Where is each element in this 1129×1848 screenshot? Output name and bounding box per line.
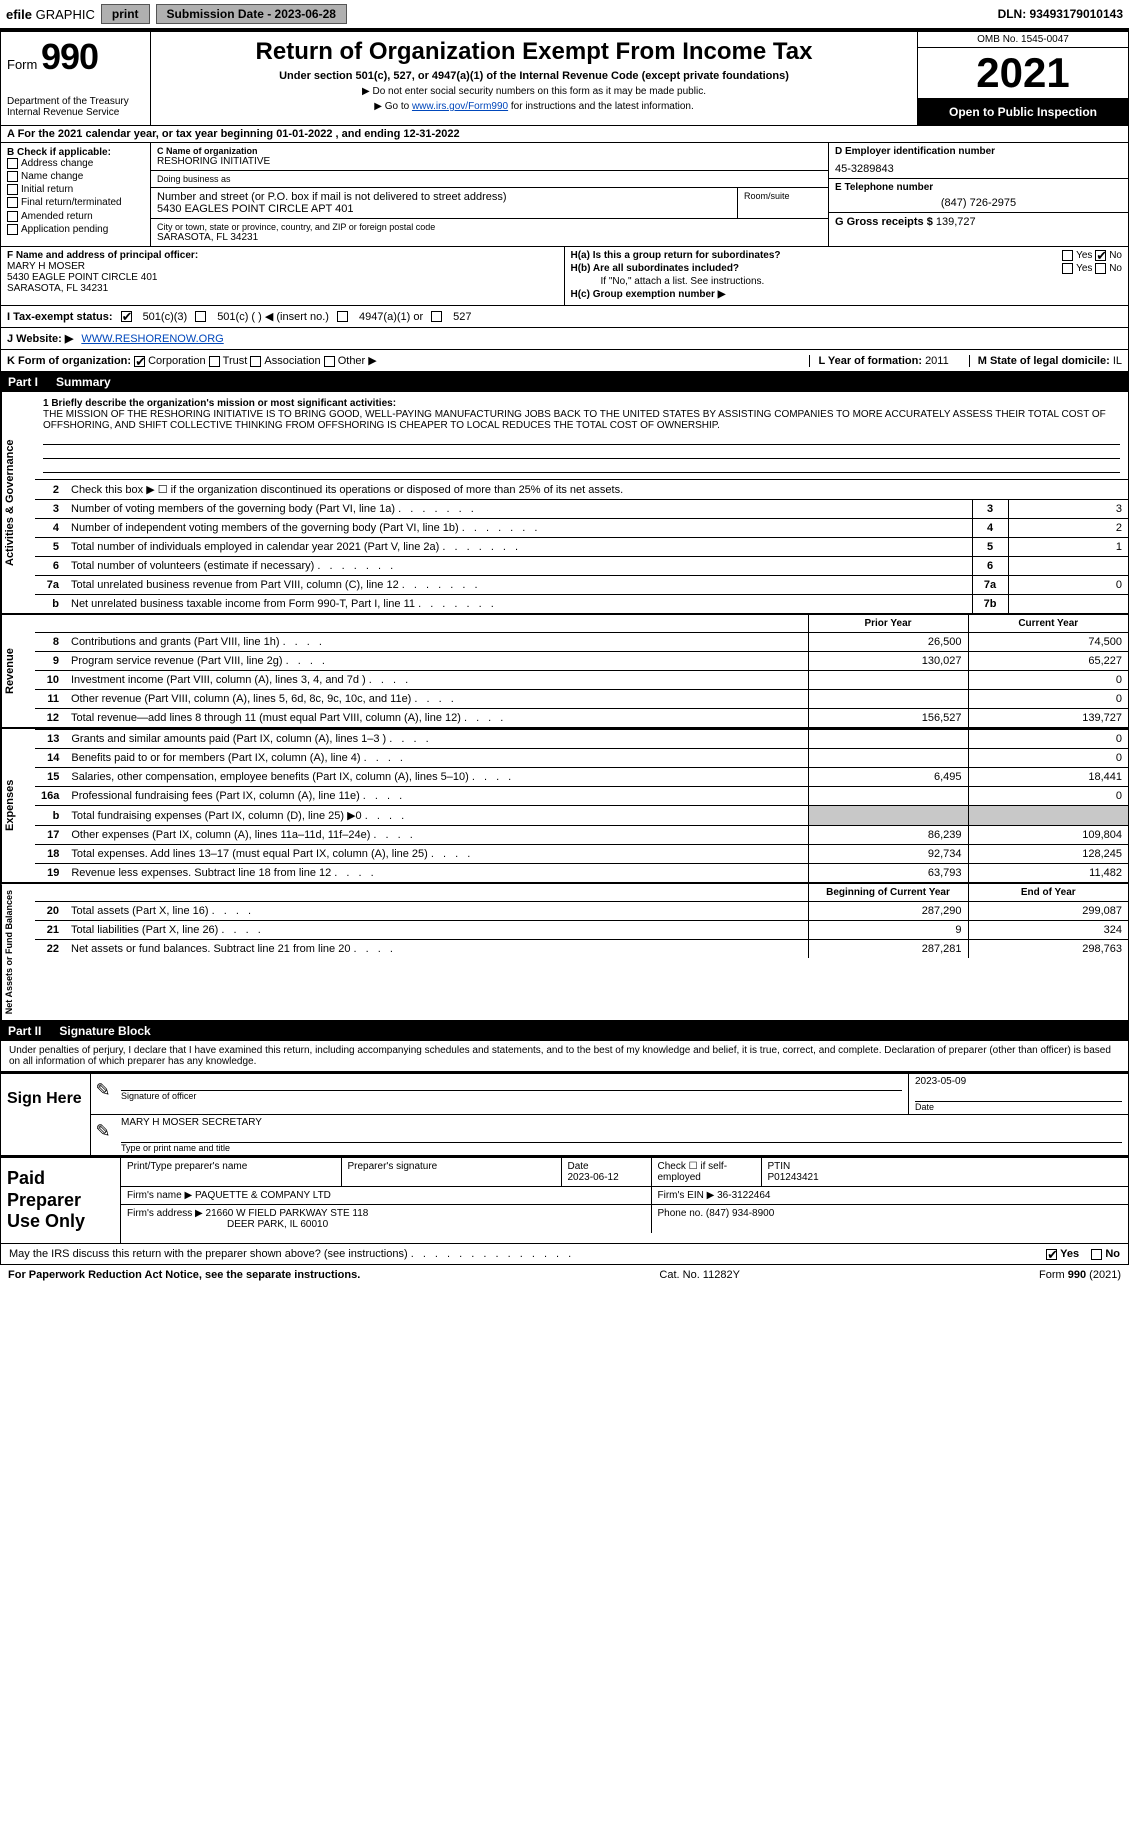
tax-year: 2021	[918, 48, 1128, 99]
part-1-header: Part I Summary	[0, 372, 1129, 392]
page-footer: For Paperwork Reduction Act Notice, see …	[0, 1265, 1129, 1285]
table-row: 11Other revenue (Part VIII, column (A), …	[35, 690, 1128, 709]
row-a-tax-year: A For the 2021 calendar year, or tax yea…	[0, 126, 1129, 143]
phone-cell: E Telephone number (847) 726-2975	[829, 179, 1128, 213]
table-row: 13Grants and similar amounts paid (Part …	[35, 730, 1128, 749]
501c3-checkbox[interactable]	[121, 311, 132, 322]
street-cell: Number and street (or P.O. box if mail i…	[151, 188, 828, 219]
form-subtitle: Under section 501(c), 527, or 4947(a)(1)…	[159, 70, 909, 82]
table-row: 18Total expenses. Add lines 13–17 (must …	[35, 845, 1128, 864]
form-title: Return of Organization Exempt From Incom…	[159, 38, 909, 66]
paid-preparer-label: Paid Preparer Use Only	[1, 1158, 121, 1243]
table-row: bNet unrelated business taxable income f…	[35, 595, 1128, 614]
corp-checkbox[interactable]	[134, 356, 145, 367]
governance-table: 2Check this box ▶ ☐ if the organization …	[35, 479, 1128, 499]
city-cell: City or town, state or province, country…	[151, 219, 828, 246]
527-checkbox[interactable]	[431, 311, 442, 322]
governance-section: Activities & Governance 1 Briefly descri…	[0, 392, 1129, 613]
trust-checkbox[interactable]	[209, 356, 220, 367]
penalty-statement: Under penalties of perjury, I declare th…	[0, 1041, 1129, 1072]
gross-receipts-cell: G Gross receipts $ 139,727	[829, 213, 1128, 231]
table-row: 12Total revenue—add lines 8 through 11 (…	[35, 709, 1128, 728]
paid-preparer-block: Paid Preparer Use Only Print/Type prepar…	[0, 1156, 1129, 1244]
box-b-checkboxes: B Check if applicable: Address change Na…	[1, 143, 151, 246]
mission-block: 1 Briefly describe the organization's mi…	[35, 392, 1128, 479]
table-row: 10Investment income (Part VIII, column (…	[35, 671, 1128, 690]
pen-icon: ✎	[91, 1115, 115, 1155]
dln-label: DLN: 93493179010143	[998, 7, 1123, 21]
expenses-label: Expenses	[1, 729, 35, 882]
submission-date-button[interactable]: Submission Date - 2023-06-28	[156, 4, 347, 24]
ssn-note: ▶ Do not enter social security numbers o…	[159, 86, 909, 97]
sign-here-block: Sign Here ✎ Signature of officer 2023-05…	[0, 1072, 1129, 1156]
501c-checkbox[interactable]	[195, 311, 206, 322]
discuss-no-checkbox[interactable]	[1091, 1249, 1102, 1260]
sign-here-label: Sign Here	[1, 1074, 91, 1155]
website-link[interactable]: WWW.RESHORENOW.ORG	[81, 333, 223, 345]
preparer-row-3: Firm's address ▶ 21660 W FIELD PARKWAY S…	[121, 1205, 1128, 1234]
table-row: 4Number of independent voting members of…	[35, 519, 1128, 538]
row-j-website: J Website: ▶ WWW.RESHORENOW.ORG	[0, 328, 1129, 350]
expenses-section: Expenses 13Grants and similar amounts pa…	[0, 727, 1129, 882]
assoc-checkbox[interactable]	[250, 356, 261, 367]
preparer-row-2: Firm's name ▶ PAQUETTE & COMPANY LTD Fir…	[121, 1187, 1128, 1205]
table-row: 9Program service revenue (Part VIII, lin…	[35, 652, 1128, 671]
table-row: 16aProfessional fundraising fees (Part I…	[35, 787, 1128, 806]
irs-link[interactable]: www.irs.gov/Form990	[412, 101, 508, 112]
row-i-tax-status: I Tax-exempt status: 501(c)(3) 501(c) ( …	[0, 306, 1129, 328]
entity-block: B Check if applicable: Address change Na…	[0, 143, 1129, 246]
dba-cell: Doing business as	[151, 171, 828, 188]
omb-number: OMB No. 1545-0047	[918, 32, 1128, 48]
instructions-note: ▶ Go to www.irs.gov/Form990 for instruct…	[159, 101, 909, 112]
table-row: bTotal fundraising expenses (Part IX, co…	[35, 806, 1128, 826]
table-row: 3Number of voting members of the governi…	[35, 500, 1128, 519]
department-label: Department of the Treasury Internal Reve…	[7, 96, 144, 118]
preparer-row-1: Print/Type preparer's name Preparer's si…	[121, 1158, 1128, 1187]
revenue-section: Revenue Prior YearCurrent Year 8Contribu…	[0, 613, 1129, 727]
print-button[interactable]: print	[101, 4, 150, 24]
net-assets-section: Net Assets or Fund Balances Beginning of…	[0, 882, 1129, 1021]
table-row: 20Total assets (Part X, line 16) . . . .…	[35, 902, 1128, 921]
table-row: 8Contributions and grants (Part VIII, li…	[35, 633, 1128, 652]
org-name-cell: C Name of organization RESHORING INITIAT…	[151, 143, 828, 171]
sign-date-cell: 2023-05-09 Date	[908, 1074, 1128, 1114]
net-assets-label: Net Assets or Fund Balances	[1, 884, 35, 1020]
table-row: 17Other expenses (Part IX, column (A), l…	[35, 826, 1128, 845]
pen-icon: ✎	[91, 1074, 115, 1114]
signature-cell: Signature of officer	[115, 1074, 908, 1114]
table-row: 7aTotal unrelated business revenue from …	[35, 576, 1128, 595]
top-bar: efile GRAPHIC print Submission Date - 20…	[0, 0, 1129, 28]
efile-label: efile GRAPHIC	[6, 7, 95, 22]
table-row: 22Net assets or fund balances. Subtract …	[35, 940, 1128, 959]
box-h-group: H(a) Is this a group return for subordin…	[565, 247, 1129, 305]
table-row: 14Benefits paid to or for members (Part …	[35, 749, 1128, 768]
row-k-org-form: K Form of organization: Corporation Trus…	[0, 350, 1129, 372]
ein-cell: D Employer identification number 45-3289…	[829, 143, 1128, 179]
part-2-header: Part II Signature Block	[0, 1021, 1129, 1041]
open-to-public-badge: Open to Public Inspection	[918, 99, 1128, 125]
officer-group-block: F Name and address of principal officer:…	[0, 246, 1129, 306]
officer-name-cell: MARY H MOSER SECRETARY Type or print nam…	[115, 1115, 1128, 1155]
table-row: 6Total number of volunteers (estimate if…	[35, 557, 1128, 576]
form-number: Form 990	[7, 36, 144, 78]
discuss-row: May the IRS discuss this return with the…	[0, 1244, 1129, 1265]
table-row: 21Total liabilities (Part X, line 26) . …	[35, 921, 1128, 940]
form-header: Form 990 Department of the Treasury Inte…	[0, 30, 1129, 126]
table-row: 5Total number of individuals employed in…	[35, 538, 1128, 557]
box-f-officer: F Name and address of principal officer:…	[1, 247, 565, 305]
other-checkbox[interactable]	[324, 356, 335, 367]
discuss-yes-checkbox[interactable]	[1046, 1249, 1057, 1260]
table-row: 19Revenue less expenses. Subtract line 1…	[35, 864, 1128, 883]
4947-checkbox[interactable]	[337, 311, 348, 322]
revenue-label: Revenue	[1, 615, 35, 727]
governance-label: Activities & Governance	[1, 392, 35, 613]
table-row: 15Salaries, other compensation, employee…	[35, 768, 1128, 787]
